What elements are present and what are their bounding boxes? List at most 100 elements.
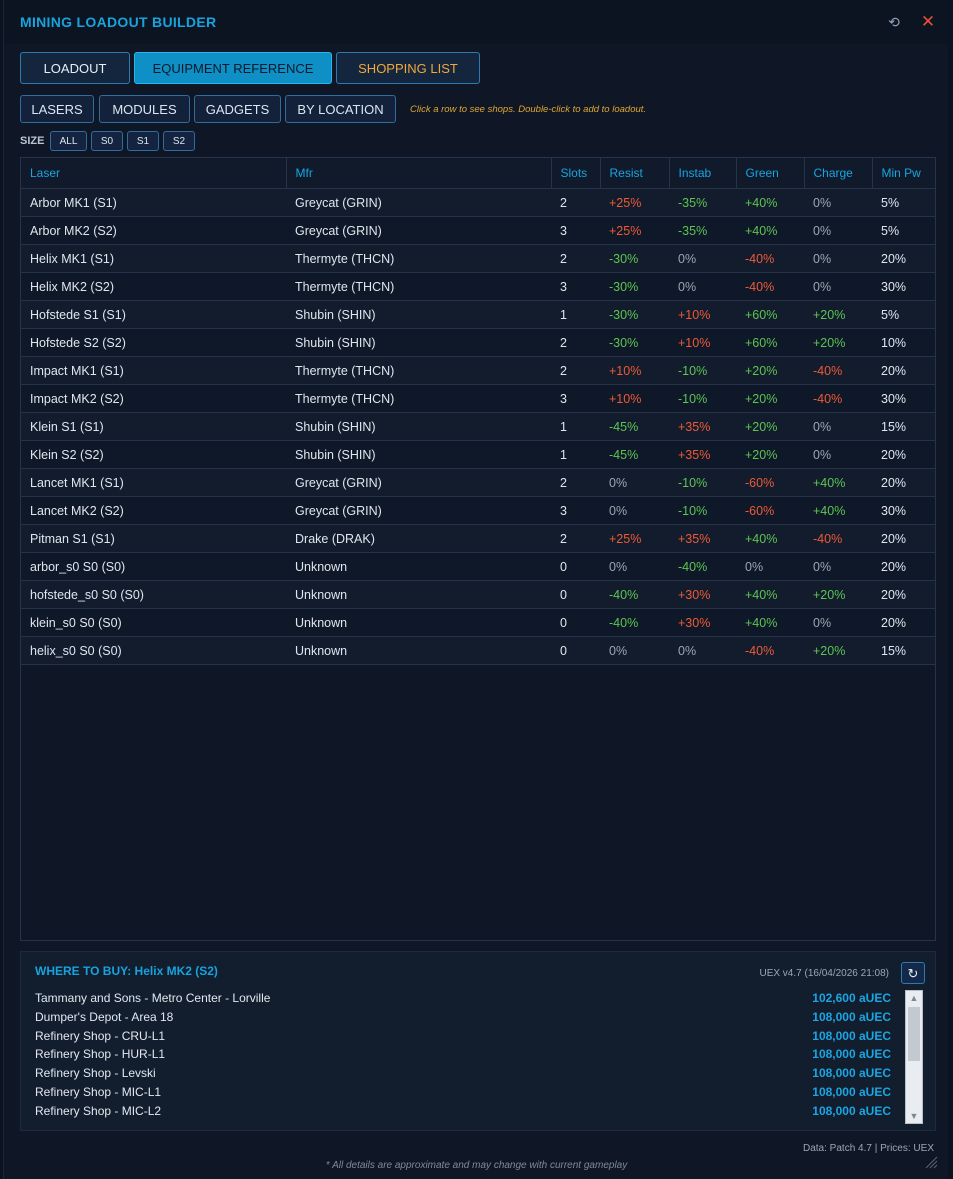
table-row[interactable]: Impact MK1 (S1) Thermyte (THCN) 2 +10% -10% +… bbox=[21, 356, 935, 385]
cell-min-power: 30% bbox=[872, 496, 935, 525]
table-row[interactable]: Lancet MK2 (S2) Greycat (GRIN) 3 0% -10% -60%… bbox=[21, 496, 935, 525]
table-row[interactable]: Helix MK1 (S1) Thermyte (THCN) 2 -30% 0% -40%… bbox=[21, 244, 935, 273]
cell-charge: -40% bbox=[804, 356, 872, 385]
cell-charge: +40% bbox=[804, 468, 872, 497]
cell-green: -40% bbox=[736, 272, 804, 301]
column-header-green[interactable]: Green bbox=[736, 158, 805, 189]
table-row[interactable]: Hofstede S2 (S2) Shubin (SHIN) 2 -30% +10% +6… bbox=[21, 328, 935, 357]
refresh-icon[interactable]: ↻ bbox=[901, 962, 925, 984]
equipment-table: Laser Mfr Slots Resist Instab Green Char… bbox=[20, 157, 936, 941]
shop-list-item[interactable]: Refinery Shop - MIC-L1 108,000 aUEC bbox=[35, 1085, 891, 1104]
cell-min-power: 20% bbox=[872, 440, 935, 469]
table-row[interactable]: arbor_s0 S0 (S0) Unknown 0 0% -40% 0% 0% 20% bbox=[21, 552, 935, 581]
cell-slots: 2 bbox=[551, 328, 600, 357]
cell-slots: 1 bbox=[551, 440, 600, 469]
tab-loadout[interactable]: LOADOUT bbox=[20, 52, 130, 84]
column-header-laser[interactable]: Laser bbox=[21, 158, 287, 189]
column-header-min-power[interactable]: Min Pw bbox=[872, 158, 936, 189]
table-row[interactable]: Helix MK2 (S2) Thermyte (THCN) 3 -30% 0% -40%… bbox=[21, 272, 935, 301]
cell-resist: -45% bbox=[600, 440, 669, 469]
tab-gadgets[interactable]: GADGETS bbox=[194, 95, 281, 123]
resize-grip-icon[interactable] bbox=[924, 1155, 938, 1169]
close-icon[interactable]: ✕ bbox=[920, 12, 936, 31]
shop-list-item[interactable]: Dumper's Depot - Area 18 108,000 aUEC bbox=[35, 1010, 891, 1029]
tab-by-location[interactable]: BY LOCATION bbox=[285, 95, 396, 123]
shop-price: 108,000 aUEC bbox=[812, 1103, 891, 1118]
cell-min-power: 20% bbox=[872, 580, 935, 609]
cell-min-power: 5% bbox=[872, 188, 935, 217]
cell-charge: +40% bbox=[804, 496, 872, 525]
tab-lasers[interactable]: LASERS bbox=[20, 95, 94, 123]
cell-min-power: 30% bbox=[872, 384, 935, 413]
table-row[interactable]: Klein S1 (S1) Shubin (SHIN) 1 -45% +35% +20% 0… bbox=[21, 412, 935, 441]
shop-name: Refinery Shop - HUR-L1 bbox=[35, 1047, 166, 1062]
tab-equipment-reference[interactable]: EQUIPMENT REFERENCE bbox=[134, 52, 332, 84]
shop-list-item[interactable]: Tammany and Sons - Metro Center - Lorvil… bbox=[35, 991, 891, 1010]
cell-charge: 0% bbox=[804, 272, 872, 301]
cell-manufacturer: Unknown bbox=[286, 608, 551, 637]
cell-slots: 2 bbox=[551, 188, 600, 217]
cell-min-power: 20% bbox=[872, 608, 935, 637]
cell-slots: 0 bbox=[551, 608, 600, 637]
cell-laser-name: hofstede_s0 S0 (S0) bbox=[21, 580, 286, 609]
cell-manufacturer: Thermyte (THCN) bbox=[286, 272, 551, 301]
size-filter-s2[interactable]: S2 bbox=[163, 131, 195, 151]
app-window: MINING LOADOUT BUILDER ⟲ ✕ LOADOUT EQUIP… bbox=[3, 0, 949, 1179]
cell-slots: 2 bbox=[551, 468, 600, 497]
cell-slots: 3 bbox=[551, 384, 600, 413]
table-row[interactable]: klein_s0 S0 (S0) Unknown 0 -40% +30% +40% 0% 20… bbox=[21, 608, 935, 637]
size-filter-s1[interactable]: S1 bbox=[127, 131, 159, 151]
cell-min-power: 20% bbox=[872, 468, 935, 497]
cell-manufacturer: Unknown bbox=[286, 636, 551, 665]
cell-green: +40% bbox=[736, 580, 804, 609]
size-filter-s0[interactable]: S0 bbox=[91, 131, 123, 151]
column-header-resist[interactable]: Resist bbox=[600, 158, 670, 189]
cell-resist: +25% bbox=[600, 216, 669, 245]
shop-name: Refinery Shop - MIC-L1 bbox=[35, 1085, 162, 1099]
shop-list-item[interactable]: Refinery Shop - CRU-L1 108,000 aUEC bbox=[35, 1029, 891, 1048]
cell-min-power: 5% bbox=[872, 216, 935, 245]
table-row[interactable]: hofstede_s0 S0 (S0) Unknown 0 -40% +30% +40% +… bbox=[21, 580, 935, 609]
cell-laser-name: Hofstede S2 (S2) bbox=[21, 328, 286, 357]
scroll-thumb[interactable] bbox=[908, 1007, 920, 1061]
shop-list-item[interactable]: Refinery Shop - Levski 108,000 aUEC bbox=[35, 1066, 891, 1085]
tab-modules[interactable]: MODULES bbox=[99, 95, 190, 123]
cell-slots: 2 bbox=[551, 356, 600, 385]
table-row[interactable]: Hofstede S1 (S1) Shubin (SHIN) 1 -30% +10% +6… bbox=[21, 300, 935, 329]
tab-shopping-list[interactable]: SHOPPING LIST bbox=[336, 52, 480, 84]
app-title: MINING LOADOUT BUILDER bbox=[20, 14, 217, 30]
column-header-charge[interactable]: Charge bbox=[804, 158, 873, 189]
column-header-slots[interactable]: Slots bbox=[551, 158, 601, 189]
cell-green: +20% bbox=[736, 412, 804, 441]
column-header-instab[interactable]: Instab bbox=[669, 158, 737, 189]
cell-slots: 2 bbox=[551, 244, 600, 273]
shop-list-item[interactable]: Refinery Shop - MIC-L2 108,000 aUEC bbox=[35, 1104, 891, 1123]
column-header-mfr[interactable]: Mfr bbox=[286, 158, 552, 189]
cell-min-power: 20% bbox=[872, 552, 935, 581]
scroll-down-icon[interactable]: ▼ bbox=[909, 1111, 919, 1121]
cell-min-power: 20% bbox=[872, 524, 935, 553]
table-row[interactable]: Arbor MK2 (S2) Greycat (GRIN) 3 +25% -35% +40… bbox=[21, 216, 935, 245]
shop-list-item[interactable]: Refinery Shop - HUR-L1 108,000 aUEC bbox=[35, 1047, 891, 1066]
table-row[interactable]: helix_s0 S0 (S0) Unknown 0 0% 0% -40% +20% 15% bbox=[21, 636, 935, 665]
table-row[interactable]: Arbor MK1 (S1) Greycat (GRIN) 2 +25% -35% +40… bbox=[21, 188, 935, 217]
table-row[interactable]: Impact MK2 (S2) Thermyte (THCN) 3 +10% -10% +… bbox=[21, 384, 935, 413]
cell-resist: -45% bbox=[600, 412, 669, 441]
table-row[interactable]: Lancet MK1 (S1) Greycat (GRIN) 2 0% -10% -60%… bbox=[21, 468, 935, 497]
cell-instability: -35% bbox=[669, 188, 736, 217]
where-to-buy-panel: WHERE TO BUY: Helix MK2 (S2) UEX v4.7 (1… bbox=[20, 951, 936, 1131]
shop-list-scrollbar[interactable]: ▲ ▼ bbox=[905, 990, 923, 1124]
size-filter-all[interactable]: ALL bbox=[50, 131, 87, 151]
cell-green: +40% bbox=[736, 216, 804, 245]
table-row[interactable]: Pitman S1 (S1) Drake (DRAK) 2 +25% +35% +40% -… bbox=[21, 524, 935, 553]
table-row[interactable]: Klein S2 (S2) Shubin (SHIN) 1 -45% +35% +20% 0… bbox=[21, 440, 935, 469]
cell-slots: 2 bbox=[551, 524, 600, 553]
restore-icon[interactable]: ⟲ bbox=[888, 14, 900, 30]
cell-manufacturer: Shubin (SHIN) bbox=[286, 440, 551, 469]
cell-manufacturer: Thermyte (THCN) bbox=[286, 384, 551, 413]
scroll-up-icon[interactable]: ▲ bbox=[909, 993, 919, 1003]
cell-laser-name: Pitman S1 (S1) bbox=[21, 524, 286, 553]
cell-instability: -10% bbox=[669, 356, 736, 385]
cell-instability: 0% bbox=[669, 272, 736, 301]
cell-charge: +20% bbox=[804, 636, 872, 665]
